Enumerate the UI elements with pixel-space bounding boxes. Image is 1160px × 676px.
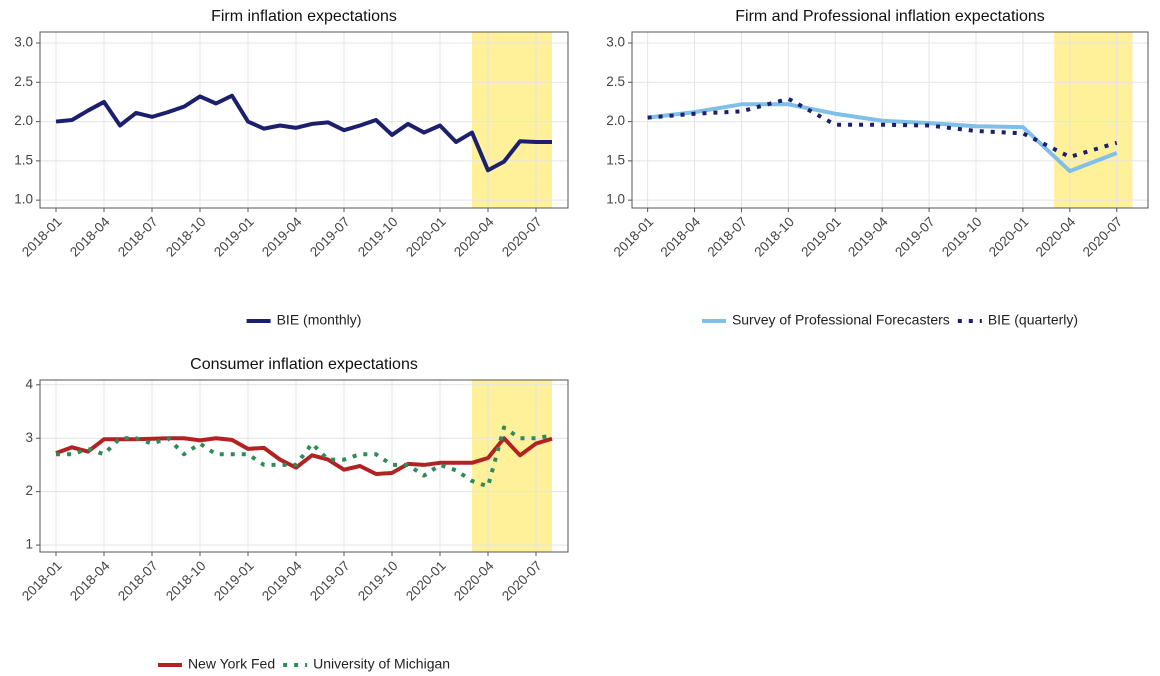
y-tick-label: 3.0	[606, 35, 625, 50]
x-tick-label: 2018-07	[115, 214, 161, 260]
legend: Survey of Professional Forecasters BIE (q…	[701, 312, 1078, 328]
x-tick-label: 2019-07	[307, 558, 353, 604]
series-line	[56, 425, 553, 489]
legend-label: BIE (quarterly)	[988, 312, 1078, 328]
y-tick-label: 1.5	[14, 152, 33, 167]
legend: BIE (monthly)	[246, 312, 362, 328]
series-line	[647, 96, 1118, 159]
y-tick-label: 1.0	[606, 192, 625, 207]
y-tick-label: 2.0	[14, 113, 33, 128]
x-tick-label: 2020-07	[1080, 214, 1126, 260]
y-tick-label: 2.5	[606, 74, 625, 89]
y-tick-label: 1.0	[14, 192, 33, 207]
legend: New York Fed University of Michigan	[157, 656, 450, 672]
x-tick-label: 2020-04	[451, 214, 497, 260]
x-tick-label: 2019-10	[355, 558, 401, 604]
x-tick-label: 2018-01	[611, 214, 657, 260]
legend-label: University of Michigan	[313, 656, 450, 672]
x-tick-label: 2018-07	[704, 214, 750, 260]
y-tick-label: 1	[25, 537, 33, 552]
y-tick-label: 3	[25, 430, 33, 445]
x-tick-label: 2019-07	[892, 214, 938, 260]
x-tick-label: 2020-01	[986, 214, 1032, 260]
legend-label: BIE (monthly)	[277, 312, 362, 328]
y-tick-label: 4	[25, 376, 33, 391]
y-tick-label: 2.0	[606, 113, 625, 128]
chart-title: Firm and Professional inflation expectat…	[735, 8, 1045, 25]
plot-frame	[631, 31, 1149, 209]
plot-frame	[39, 31, 569, 209]
series-line	[647, 102, 1118, 174]
highlight-band	[472, 32, 552, 208]
x-tick-label: 2018-10	[163, 558, 209, 604]
x-tick-label: 2019-01	[211, 558, 257, 604]
x-tick-label: 2018-07	[115, 558, 161, 604]
y-tick-label: 3.0	[14, 35, 33, 50]
x-tick-label: 2018-04	[67, 558, 113, 604]
chart-title: Firm inflation expectations	[211, 8, 397, 25]
x-tick-label: 2018-04	[67, 214, 113, 260]
x-tick-label: 2018-04	[658, 214, 704, 260]
x-tick-label: 2018-10	[163, 214, 209, 260]
x-tick-label: 2020-01	[403, 558, 449, 604]
y-tick-label: 2	[25, 483, 33, 498]
x-tick-label: 2020-07	[499, 214, 545, 260]
y-tick-label: 1.5	[606, 152, 625, 167]
x-tick-label: 2019-07	[307, 214, 353, 260]
series-line	[55, 93, 552, 173]
x-tick-label: 2020-04	[451, 558, 497, 604]
legend-label: Survey of Professional Forecasters	[732, 312, 950, 328]
x-tick-label: 2018-10	[751, 214, 797, 260]
x-tick-label: 2019-04	[259, 558, 305, 604]
plot-frame	[39, 379, 569, 553]
highlight-band	[1054, 32, 1133, 208]
legend-label: New York Fed	[188, 656, 275, 672]
x-tick-label: 2019-04	[259, 214, 305, 260]
y-tick-label: 2.5	[14, 74, 33, 89]
x-tick-label: 2019-01	[211, 214, 257, 260]
x-tick-label: 2020-07	[499, 558, 545, 604]
x-tick-label: 2019-10	[355, 214, 401, 260]
x-tick-label: 2020-01	[403, 214, 449, 260]
x-tick-label: 2019-10	[939, 214, 985, 260]
chart-title: Consumer inflation expectations	[190, 356, 418, 373]
highlight-band	[472, 380, 552, 552]
x-tick-label: 2019-01	[798, 214, 844, 260]
x-tick-label: 2020-04	[1033, 214, 1079, 260]
x-tick-label: 2018-01	[19, 214, 65, 260]
x-tick-label: 2018-01	[19, 558, 65, 604]
x-tick-label: 2019-04	[845, 214, 891, 260]
